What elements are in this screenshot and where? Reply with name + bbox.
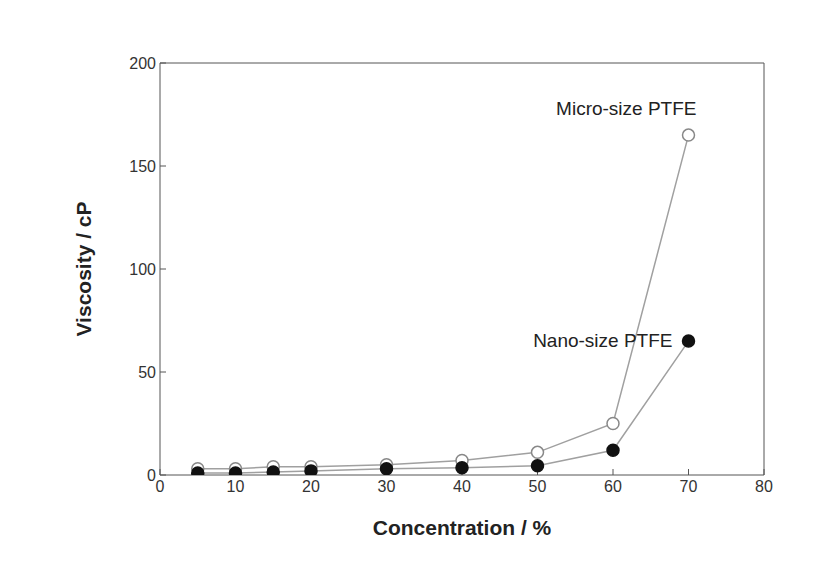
svg-text:Micro-size PTFE: Micro-size PTFE (556, 98, 696, 119)
svg-text:80: 80 (755, 478, 773, 495)
svg-text:40: 40 (453, 478, 471, 495)
svg-text:150: 150 (129, 158, 156, 175)
svg-text:0: 0 (147, 467, 156, 484)
svg-text:50: 50 (138, 364, 156, 381)
svg-text:Viscosity / cP: Viscosity / cP (72, 201, 95, 336)
svg-text:Concentration / %: Concentration / % (373, 516, 552, 539)
svg-text:Nano-size PTFE: Nano-size PTFE (533, 330, 672, 351)
svg-text:0: 0 (156, 478, 165, 495)
svg-text:50: 50 (529, 478, 547, 495)
svg-text:20: 20 (302, 478, 320, 495)
svg-text:30: 30 (378, 478, 396, 495)
svg-text:10: 10 (227, 478, 245, 495)
svg-text:200: 200 (129, 55, 156, 72)
svg-text:100: 100 (129, 261, 156, 278)
svg-text:60: 60 (604, 478, 622, 495)
svg-text:70: 70 (680, 478, 698, 495)
